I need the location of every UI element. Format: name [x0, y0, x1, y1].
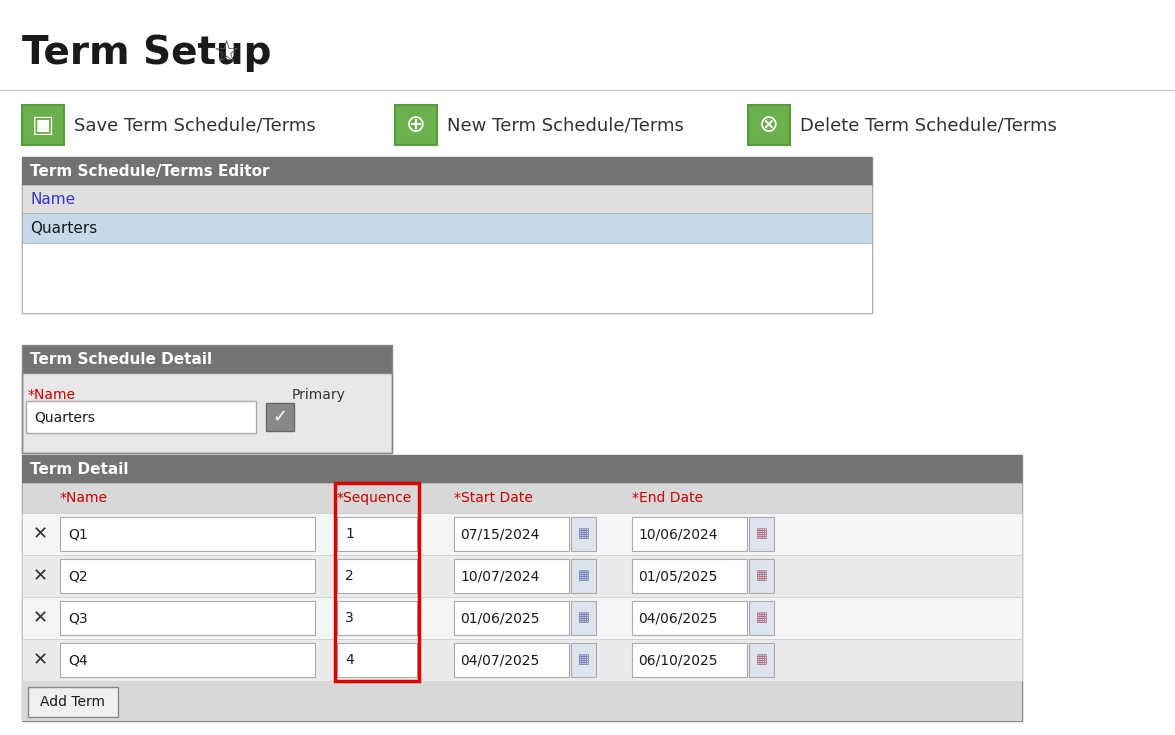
Bar	[60, 643, 315, 677]
Bar	[632, 643, 747, 677]
Bar	[571, 643, 596, 677]
Bar	[748, 559, 774, 593]
Bar	[22, 345, 392, 453]
Text: ▦: ▦	[578, 570, 590, 583]
Bar	[454, 517, 569, 551]
Bar	[22, 105, 63, 145]
Text: ▦: ▦	[756, 653, 767, 667]
Text: *Sequence: *Sequence	[337, 491, 412, 505]
Text: ✕: ✕	[33, 567, 47, 585]
Bar	[337, 559, 417, 593]
Bar	[571, 517, 596, 551]
Bar	[632, 517, 747, 551]
Text: 10/07/2024: 10/07/2024	[459, 569, 539, 583]
Bar	[571, 559, 596, 593]
Bar	[22, 157, 872, 313]
Bar	[22, 185, 872, 213]
Text: ▦: ▦	[578, 653, 590, 667]
Bar	[571, 601, 596, 635]
Bar	[22, 243, 872, 313]
Bar	[748, 643, 774, 677]
Bar	[22, 455, 1022, 721]
Text: Term Schedule/Terms Editor: Term Schedule/Terms Editor	[31, 163, 269, 179]
Bar	[60, 559, 315, 593]
Text: Q3: Q3	[68, 611, 88, 625]
Text: ▦: ▦	[756, 612, 767, 625]
Bar	[22, 373, 392, 453]
Text: 07/15/2024: 07/15/2024	[459, 527, 539, 541]
Bar	[22, 681, 1022, 721]
Text: 3: 3	[345, 611, 354, 625]
Text: 01/06/2025: 01/06/2025	[459, 611, 539, 625]
Bar	[60, 517, 315, 551]
Text: Q4: Q4	[68, 653, 88, 667]
Text: 06/10/2025: 06/10/2025	[638, 653, 718, 667]
Bar	[337, 517, 417, 551]
Bar	[22, 555, 1022, 597]
Text: *Name: *Name	[28, 388, 76, 402]
Text: 1: 1	[345, 527, 354, 541]
Text: ✕: ✕	[33, 525, 47, 543]
Text: ☆: ☆	[212, 38, 240, 68]
Text: Q1: Q1	[68, 527, 88, 541]
Bar	[454, 559, 569, 593]
Text: *Start Date: *Start Date	[454, 491, 533, 505]
Text: ▦: ▦	[578, 612, 590, 625]
Bar	[748, 517, 774, 551]
Text: Delete Term Schedule/Terms: Delete Term Schedule/Terms	[800, 116, 1056, 134]
Bar	[454, 601, 569, 635]
Bar	[28, 687, 118, 717]
Text: Quarters: Quarters	[31, 220, 98, 235]
Bar	[60, 601, 315, 635]
Bar	[337, 643, 417, 677]
Text: 01/05/2025: 01/05/2025	[638, 569, 718, 583]
Bar	[395, 105, 437, 145]
Bar	[22, 157, 872, 185]
Text: Name: Name	[31, 192, 75, 207]
Text: ✓: ✓	[273, 408, 288, 426]
Text: ▦: ▦	[756, 528, 767, 540]
Text: ▦: ▦	[578, 528, 590, 540]
Bar	[22, 483, 1022, 513]
Text: ✕: ✕	[33, 609, 47, 627]
Bar	[22, 513, 1022, 555]
Bar	[22, 455, 1022, 483]
Text: Term Setup: Term Setup	[22, 34, 271, 72]
Bar	[26, 401, 256, 433]
Bar	[22, 345, 392, 373]
Text: Add Term: Add Term	[40, 695, 106, 709]
Text: ▣: ▣	[32, 113, 54, 137]
Text: ⊗: ⊗	[759, 113, 779, 137]
Bar	[22, 597, 1022, 639]
Text: *Name: *Name	[60, 491, 108, 505]
Text: 4: 4	[345, 653, 354, 667]
Bar	[748, 105, 790, 145]
Text: Q2: Q2	[68, 569, 88, 583]
Text: Primary: Primary	[293, 388, 345, 402]
Text: Term Schedule Detail: Term Schedule Detail	[31, 351, 213, 367]
Text: *End Date: *End Date	[632, 491, 703, 505]
Bar	[22, 639, 1022, 681]
Text: Term Detail: Term Detail	[31, 462, 128, 476]
Bar	[337, 601, 417, 635]
Bar	[266, 403, 294, 431]
Bar	[335, 483, 419, 681]
Text: Quarters: Quarters	[34, 410, 95, 424]
Bar	[22, 213, 872, 243]
Text: New Term Schedule/Terms: New Term Schedule/Terms	[446, 116, 684, 134]
Bar	[748, 601, 774, 635]
Text: 10/06/2024: 10/06/2024	[638, 527, 718, 541]
Bar	[632, 559, 747, 593]
Text: 04/06/2025: 04/06/2025	[638, 611, 718, 625]
Bar	[454, 643, 569, 677]
Text: ✕: ✕	[33, 651, 47, 669]
Text: 04/07/2025: 04/07/2025	[459, 653, 539, 667]
Bar	[632, 601, 747, 635]
Text: 2: 2	[345, 569, 354, 583]
Text: Save Term Schedule/Terms: Save Term Schedule/Terms	[74, 116, 316, 134]
Text: ⊕: ⊕	[407, 113, 425, 137]
Text: ▦: ▦	[756, 570, 767, 583]
